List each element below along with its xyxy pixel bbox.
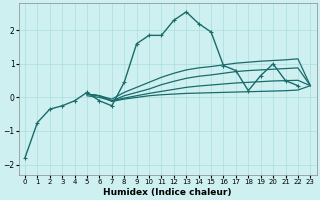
X-axis label: Humidex (Indice chaleur): Humidex (Indice chaleur)	[103, 188, 232, 197]
